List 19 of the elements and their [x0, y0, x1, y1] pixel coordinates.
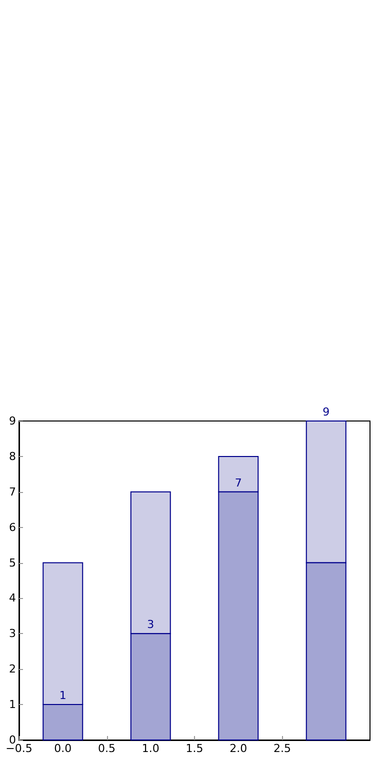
y-tick-label: 3	[9, 627, 16, 640]
x-tick-label: 0.5	[98, 742, 116, 755]
data-label: 1	[59, 689, 66, 702]
y-tick-label: 7	[9, 485, 16, 498]
x-tick-label: 2.0	[230, 742, 248, 755]
data-label: 3	[147, 618, 154, 632]
data-label: 7	[234, 476, 242, 490]
y-tick-label: 1	[9, 698, 16, 712]
y-tick-label: 2	[9, 662, 16, 676]
total-label: 9	[322, 406, 330, 418]
y-tick-label: 8	[9, 450, 16, 463]
y-tick-label: 5	[9, 556, 16, 570]
y-tick-label: 4	[9, 592, 16, 605]
y-tick-label: 6	[9, 520, 16, 534]
x-tick-label: 0.0	[54, 742, 72, 755]
x-tick-label: 2.5	[274, 742, 291, 755]
x-tick-label: 1.5	[186, 742, 204, 755]
x-tick-label: 1.0	[142, 742, 160, 755]
y-tick-label: 9	[9, 414, 16, 428]
